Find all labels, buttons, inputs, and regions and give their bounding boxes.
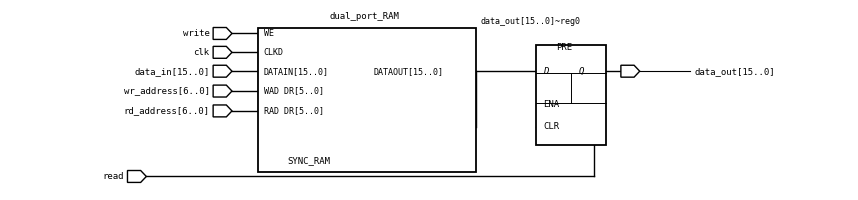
Text: clk: clk	[194, 48, 209, 57]
Polygon shape	[213, 46, 232, 58]
Text: CLKD: CLKD	[263, 48, 284, 57]
Text: RAD DR[5..0]: RAD DR[5..0]	[263, 106, 323, 115]
Text: CLR: CLR	[543, 122, 559, 131]
Polygon shape	[128, 171, 147, 182]
Text: write: write	[183, 29, 209, 38]
Text: WE: WE	[263, 29, 274, 38]
Text: DATAIN[15..0]: DATAIN[15..0]	[263, 67, 329, 76]
Polygon shape	[213, 28, 232, 39]
Polygon shape	[621, 65, 640, 77]
Text: data_out[15..0]~reg0: data_out[15..0]~reg0	[480, 17, 580, 26]
Text: rd_address[6..0]: rd_address[6..0]	[124, 106, 209, 115]
Polygon shape	[213, 85, 232, 97]
Bar	[536, 45, 607, 145]
Text: DATAOUT[15..0]: DATAOUT[15..0]	[373, 67, 444, 76]
Text: SYNC_RAM: SYNC_RAM	[287, 156, 330, 165]
Text: data_out[15..0]: data_out[15..0]	[694, 67, 775, 76]
Text: D: D	[543, 67, 548, 76]
Text: data_in[15..0]: data_in[15..0]	[135, 67, 209, 76]
Bar	[257, 28, 476, 171]
Polygon shape	[213, 105, 232, 117]
Text: dual_port_RAM: dual_port_RAM	[329, 12, 400, 21]
Text: ENA: ENA	[543, 100, 559, 109]
Text: WAD DR[5..0]: WAD DR[5..0]	[263, 87, 323, 96]
Text: PRE: PRE	[556, 43, 572, 52]
Text: read: read	[103, 172, 124, 181]
Text: Q: Q	[579, 67, 584, 76]
Text: wr_address[6..0]: wr_address[6..0]	[124, 87, 209, 96]
Polygon shape	[213, 65, 232, 77]
